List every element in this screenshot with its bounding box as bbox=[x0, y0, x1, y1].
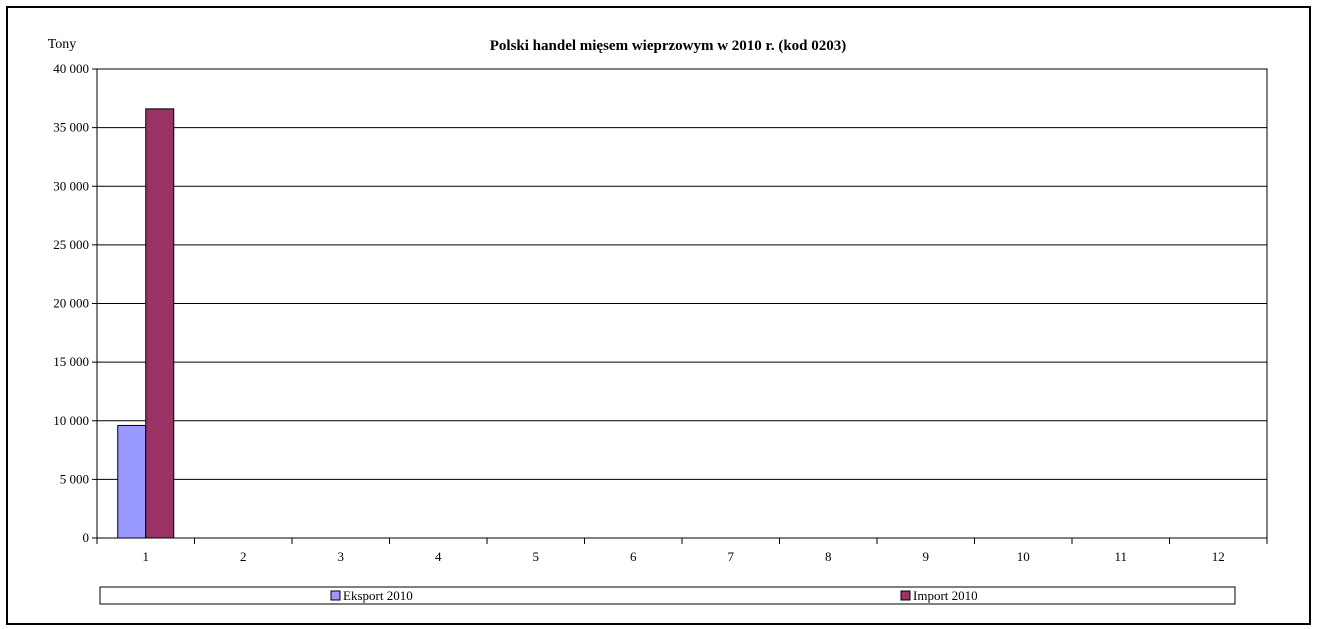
x-tick-label: 2 bbox=[240, 549, 247, 564]
y-tick-label: 20 000 bbox=[53, 296, 89, 311]
bar-import-1 bbox=[145, 108, 175, 539]
y-tick-label: 15 000 bbox=[53, 354, 89, 369]
x-tick-label: 6 bbox=[630, 549, 637, 564]
legend-box bbox=[99, 586, 1236, 605]
chart-frame bbox=[6, 6, 1311, 625]
y-tick-label: 25 000 bbox=[53, 237, 89, 252]
y-tick-label: 10 000 bbox=[53, 413, 89, 428]
chart-title: Polski handel mięsem wieprzowym w 2010 r… bbox=[490, 38, 847, 54]
x-tick-label: 12 bbox=[1212, 549, 1225, 564]
x-tick-label: 8 bbox=[825, 549, 832, 564]
legend-swatch bbox=[900, 590, 911, 601]
bars bbox=[117, 108, 175, 539]
x-tick-label: 11 bbox=[1114, 549, 1127, 564]
y-tick-label: 5 000 bbox=[60, 471, 89, 486]
legend: Eksport 2010 Import 2010 bbox=[99, 586, 1236, 605]
bar-eksport-1 bbox=[117, 424, 147, 539]
y-tick-label: 30 000 bbox=[53, 178, 89, 193]
x-tick-label: 7 bbox=[728, 549, 735, 564]
x-tick-label: 9 bbox=[923, 549, 930, 564]
x-tick-label: 5 bbox=[533, 549, 540, 564]
x-tick-label: 4 bbox=[435, 549, 442, 564]
y-tick-label: 35 000 bbox=[53, 120, 89, 135]
gridlines bbox=[97, 68, 1267, 480]
y-tick-label: 0 bbox=[83, 530, 90, 545]
y-axis-ticks: 0 5 000 10 000 15 000 20 000 25 000 30 000 35 0… bbox=[53, 61, 97, 545]
legend-label: Import 2010 bbox=[913, 588, 978, 603]
y-axis-label: Tony bbox=[48, 37, 77, 52]
legend-swatch bbox=[330, 590, 341, 601]
x-tick-label: 3 bbox=[338, 549, 345, 564]
y-tick-label: 40 000 bbox=[53, 61, 89, 76]
legend-label: Eksport 2010 bbox=[343, 588, 413, 603]
x-tick-label: 1 bbox=[143, 549, 150, 564]
x-axis-ticks: 1 2 3 4 5 6 7 8 9 10 11 12 bbox=[96, 538, 1268, 564]
x-tick-label: 10 bbox=[1017, 549, 1030, 564]
